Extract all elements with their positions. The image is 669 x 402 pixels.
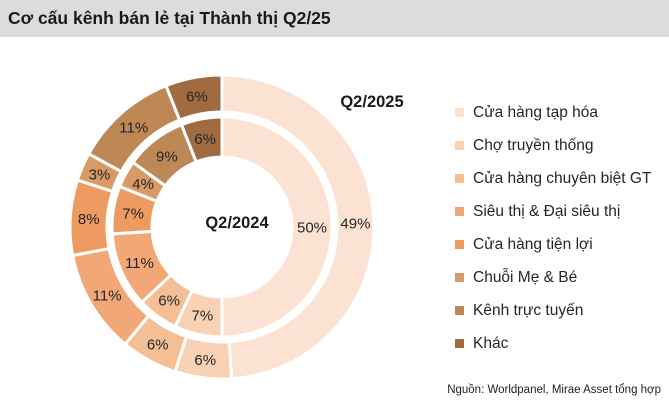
legend-item: Chợ truyền thống [455,129,651,162]
legend-label: Cửa hàng tiện lợi [473,235,593,253]
legend-item: Khác [455,327,651,360]
legend-label: Khác [473,334,509,352]
legend-label: Cửa hàng chuyên biệt GT [473,169,652,187]
legend-label: Cửa hàng tạp hóa [473,103,598,121]
legend-swatch [455,339,464,348]
double-donut-chart: 49% 6% 6% 11% 8% 3% 11% 6% 50% 7% 6% 11% 7% 4%9% 6% Q2/… [68,73,404,381]
segment-value-label: 9% [156,148,178,165]
legend-item: Cửa hàng tạp hóa [455,96,651,129]
donut-segment [220,73,376,381]
legend-swatch [455,273,464,282]
segment-value-label: 6% [158,292,180,309]
segment-value-label: 6% [194,131,216,148]
segment-value-label: 6% [147,336,169,353]
page-title: Cơ cấu kênh bán lẻ tại Thành thị Q2/25 [8,8,331,28]
segment-value-label: 6% [194,352,216,369]
segment-value-label: 6% [186,88,208,105]
legend-label: Chuỗi Mẹ & Bé [473,268,578,286]
segment-value-label: 7% [192,307,214,324]
legend-swatch [455,306,464,315]
legend-swatch [455,141,464,150]
segment-value-label: 7% [122,205,144,222]
segment-value-label: 8% [78,211,100,228]
legend-item: Chuỗi Mẹ & Bé [455,261,651,294]
legend-item: Siêu thị & Đại siêu thị [455,195,651,228]
donut-segment [164,73,224,122]
legend-label: Chợ truyền thống [473,136,594,154]
legend-swatch [455,174,464,183]
chart-legend: Cửa hàng tạp hóa Chợ truyền thống Cửa hàng… [455,96,651,360]
outer-ring-label: Q2/2025 [340,93,403,111]
source-note: Nguồn: Worldpanel, Mirae Asset tổng hợp [447,384,661,396]
segment-value-label: 50% [297,220,327,237]
segment-value-label: 11% [93,287,122,304]
inner-ring-label: Q2/2024 [205,214,269,232]
donut-segment [180,115,224,164]
chart-title-bar: Cơ cấu kênh bán lẻ tại Thành thị Q2/25 [0,0,669,37]
legend-swatch [455,240,464,249]
legend-item: Kênh trực tuyến [455,294,651,327]
legend-item: Cửa hàng chuyên biệt GT [455,162,651,195]
segment-value-label: 3% [89,166,111,183]
segment-value-label: 49% [340,215,370,232]
legend-item: Cửa hàng tiện lợi [455,228,651,261]
legend-swatch [455,207,464,216]
legend-label: Kênh trực tuyến [473,301,584,319]
legend-swatch [455,108,464,117]
segment-value-label: 11% [119,119,148,136]
segment-value-label: 11% [125,255,154,272]
donut-segment [220,115,334,339]
segment-value-label: 4% [132,176,154,193]
legend-label: Siêu thị & Đại siêu thị [473,202,621,220]
